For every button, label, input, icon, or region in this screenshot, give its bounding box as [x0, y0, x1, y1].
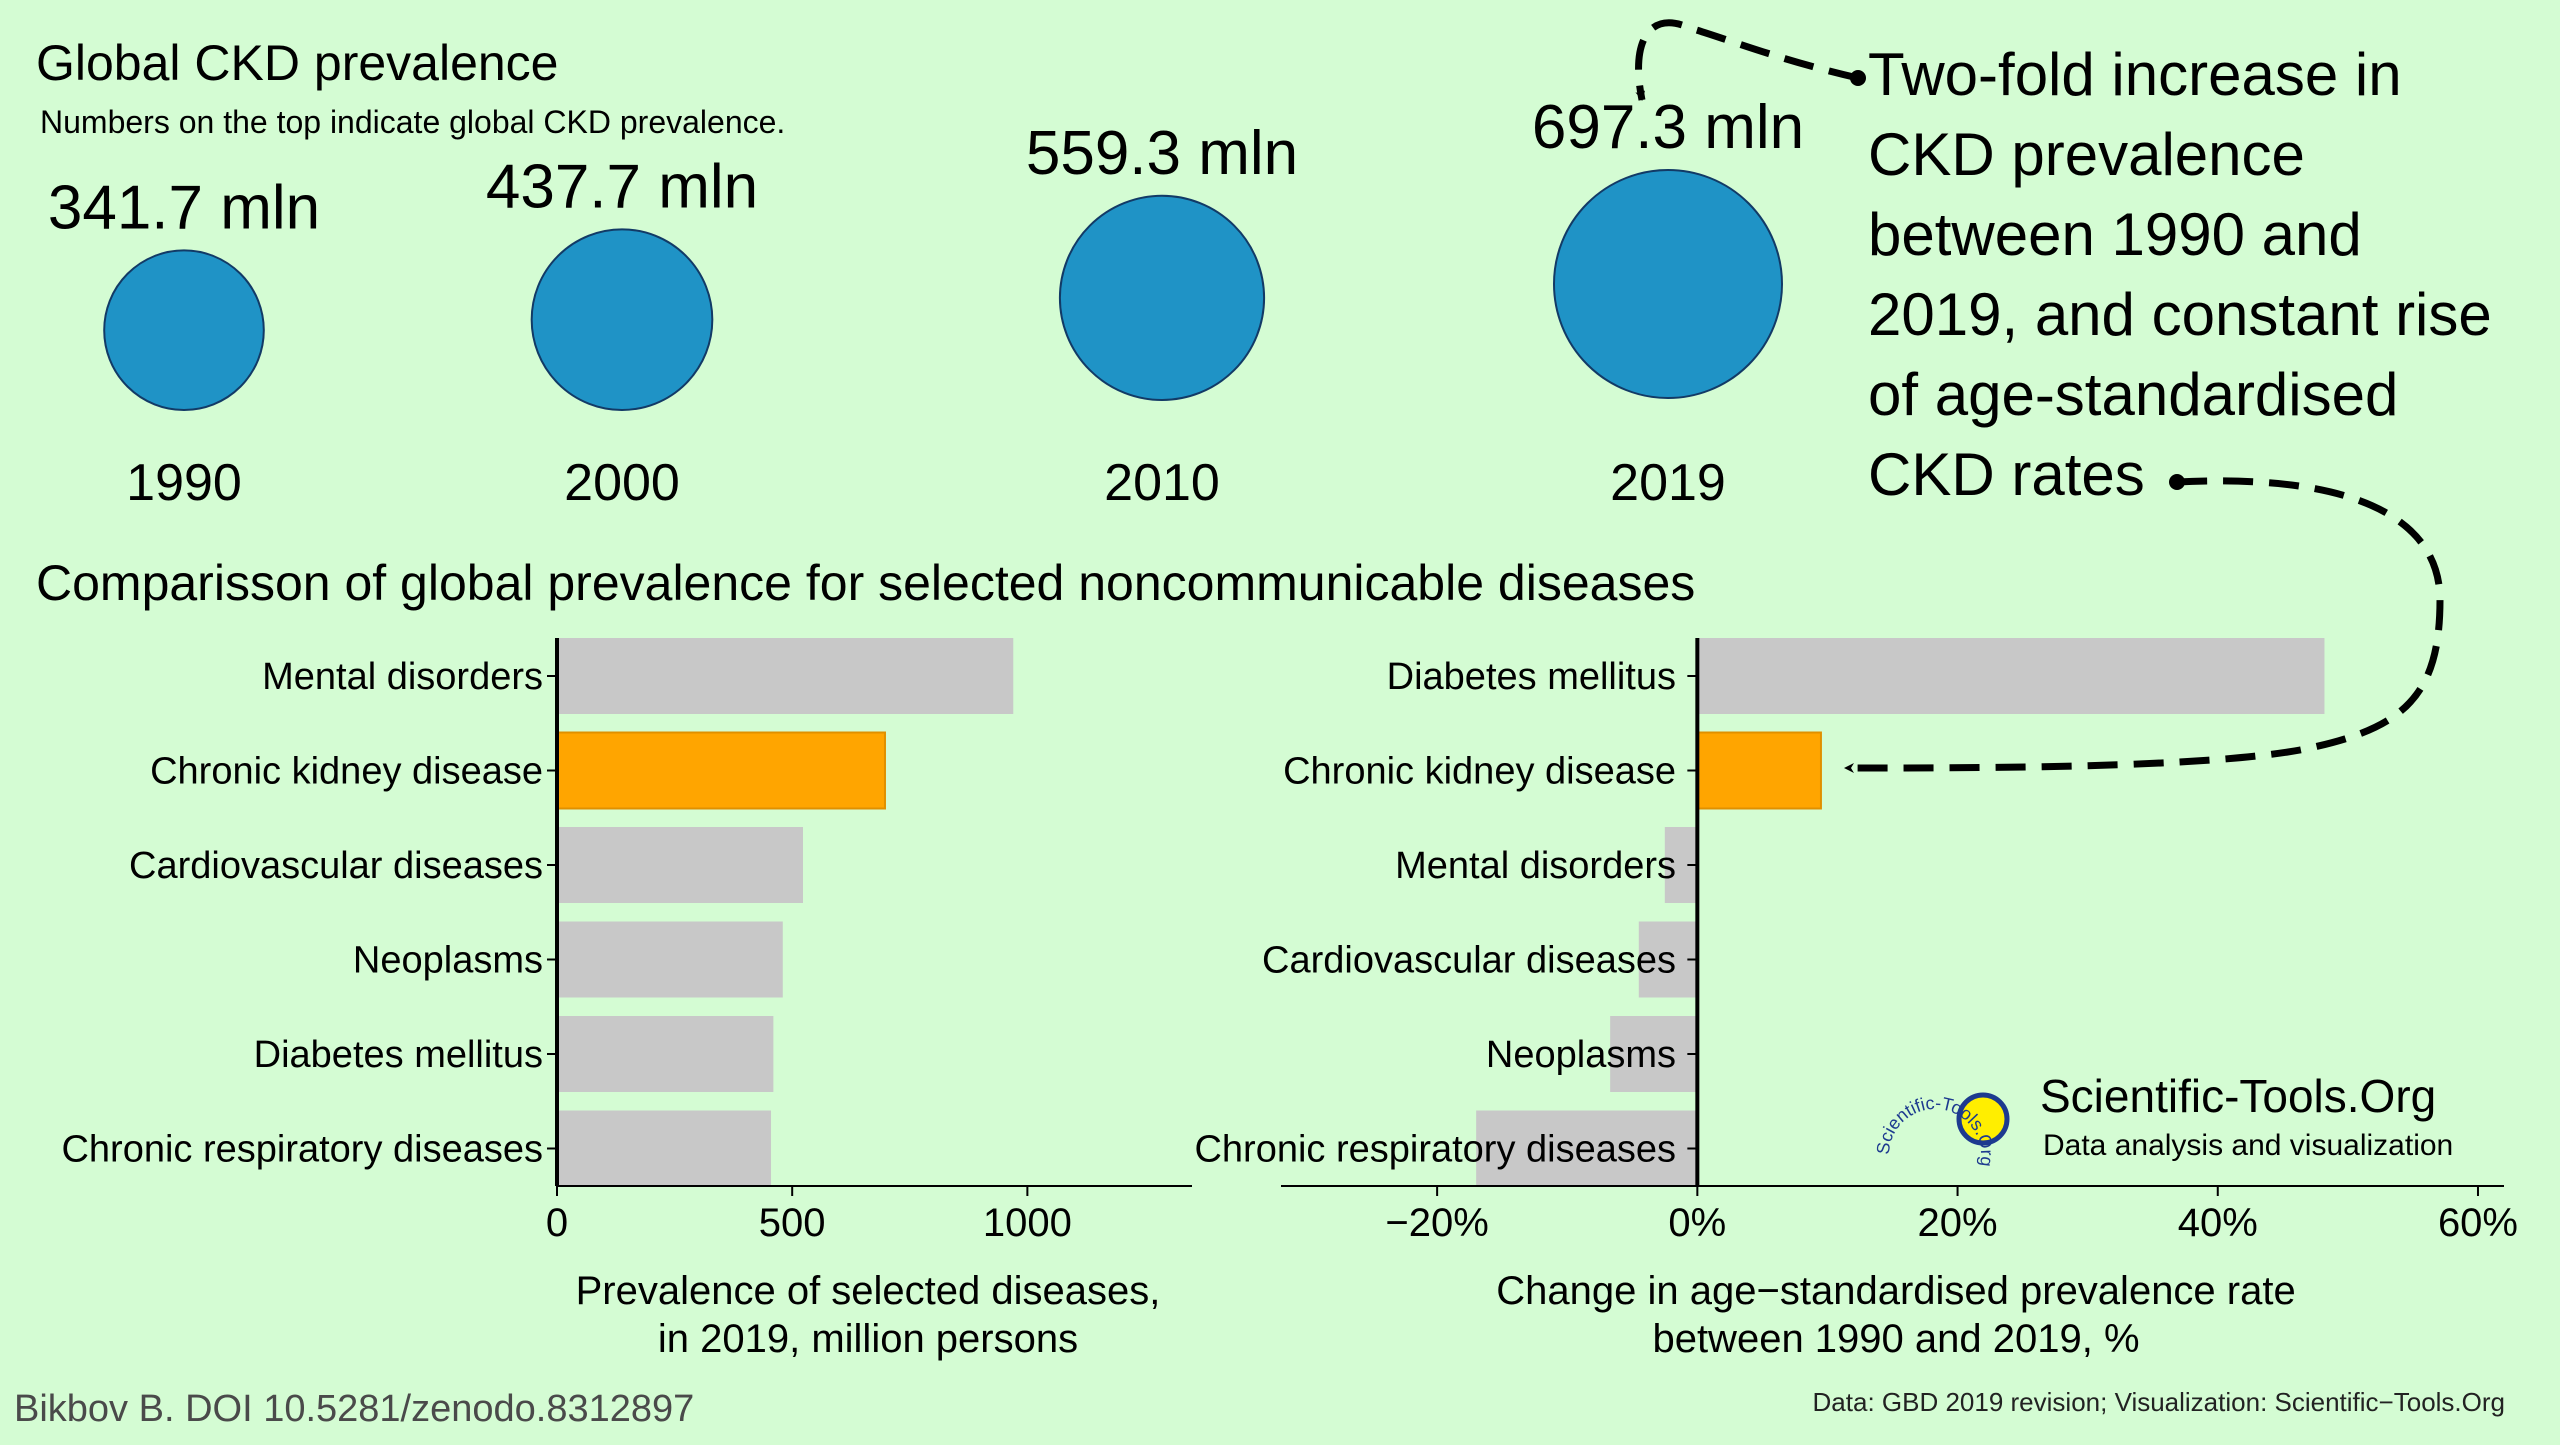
top-subtitle: Numbers on the top indicate global CKD p… [40, 104, 785, 140]
arrow-start-dot [2169, 474, 2185, 490]
bubble-2000 [530, 228, 714, 412]
bubble-2010 [1058, 194, 1266, 401]
change-xtick-label: 20% [1918, 1201, 1998, 1245]
change-category-label: Chronic respiratory diseases [1194, 1129, 1676, 1171]
change-xtick-label: 40% [2178, 1201, 2258, 1245]
bubble-chart: 341.7 mln 1990 437.7 mln 2000 559.3 mln 2010 6… [48, 93, 1804, 512]
change-category-label: Diabetes mellitus [1387, 656, 1676, 698]
change-x-axis-label: between 1990 and 2019, % [1652, 1317, 2139, 1361]
bubble-year-label: 2000 [564, 454, 680, 512]
annotation-line-1: Two-fold increase in [1868, 41, 2402, 108]
footer-doi: Bikbov B. DOI 10.5281/zenodo.8312897 [14, 1388, 694, 1430]
change-bar-chart: Diabetes mellitus Chronic kidney disease M… [1194, 638, 2518, 1361]
prevalence-category-label: Neoplasms [353, 940, 543, 982]
annotation-line-2: CKD prevalence [1868, 121, 2305, 188]
top-title: Global CKD prevalence [36, 35, 559, 91]
prevalence-category-label: Mental disorders [262, 656, 543, 698]
prevalence-x-axis-label: Prevalence of selected diseases, [576, 1269, 1161, 1313]
change-bar [1697, 638, 2325, 714]
annotation-line-6: CKD rates [1868, 441, 2145, 508]
change-category-label: Mental disorders [1395, 845, 1676, 887]
prevalence-bar [557, 921, 783, 998]
change-bar [1696, 731, 1822, 810]
change-category-label: Chronic kidney disease [1283, 751, 1676, 793]
arrow-start-dot [1850, 70, 1866, 86]
prevalence-category-label: Diabetes mellitus [254, 1034, 543, 1076]
annotation: Two-fold increase in CKD prevalence betw… [1868, 41, 2492, 508]
change-xtick-label: 60% [2438, 1201, 2518, 1245]
prevalence-bar [557, 638, 1014, 714]
footer-source: Data: GBD 2019 revision; Visualization: … [1813, 1387, 2505, 1417]
prevalence-bar [557, 1110, 772, 1187]
annotation-line-3: between 1990 and [1868, 201, 2362, 268]
arrow-to-ckd-bar [1844, 477, 2444, 773]
prevalence-xtick-label: 500 [759, 1201, 826, 1245]
prevalence-bar [556, 731, 886, 810]
logo-tagline: Data analysis and visualization [2043, 1129, 2453, 1162]
prevalence-bar [557, 1016, 774, 1092]
arrow-to-2019-bubble [1635, 19, 1859, 101]
section-title: Comparisson of global prevalence for sel… [36, 555, 1695, 611]
prevalence-bar-chart: Mental disorders Chronic kidney disease Ca… [61, 638, 1192, 1361]
bubble-1990 [103, 249, 265, 412]
prevalence-x-axis-label: in 2019, million persons [658, 1317, 1078, 1361]
change-bar [1610, 1016, 1698, 1092]
prevalence-xtick-label: 1000 [983, 1201, 1072, 1245]
prevalence-bar [557, 827, 804, 903]
logo-name: Scientific-Tools.Org [2040, 1070, 2436, 1122]
bubble-value-label: 697.3 mln [1532, 93, 1804, 162]
sun-icon [1956, 1092, 2010, 1146]
bubble-year-label: 2019 [1610, 454, 1726, 512]
bubble-year-label: 2010 [1104, 454, 1220, 512]
change-category-label: Neoplasms [1486, 1034, 1676, 1076]
bubble-value-label: 559.3 mln [1026, 119, 1298, 188]
bubble-year-label: 1990 [126, 454, 242, 512]
change-bar [1476, 1110, 1698, 1187]
annotation-line-4: 2019, and constant rise [1868, 281, 2492, 348]
bubble-2019 [1553, 169, 1783, 399]
bubble-value-label: 341.7 mln [48, 173, 320, 242]
prevalence-category-label: Chronic kidney disease [150, 751, 543, 793]
change-xtick-label: −20% [1385, 1201, 1488, 1245]
logo: Scientific-Tools.Org Scientific-Tools.Or… [1873, 1070, 2453, 1168]
prevalence-category-label: Cardiovascular diseases [129, 845, 543, 887]
prevalence-xtick-label: 0 [546, 1201, 568, 1245]
change-category-label: Cardiovascular diseases [1262, 940, 1676, 982]
annotation-line-5: of age-standardised [1868, 361, 2398, 428]
bubble-value-label: 437.7 mln [486, 152, 758, 221]
change-x-axis-label: Change in age−standardised prevalence ra… [1496, 1269, 2295, 1313]
prevalence-category-label: Chronic respiratory diseases [61, 1129, 543, 1171]
change-xtick-label: 0% [1668, 1201, 1726, 1245]
